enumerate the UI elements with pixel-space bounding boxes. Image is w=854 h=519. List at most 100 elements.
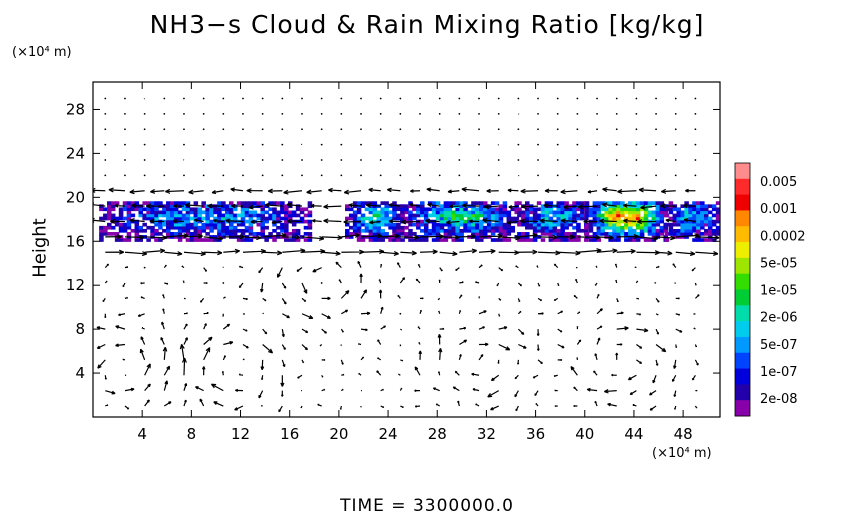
cloud-cell [193,225,199,230]
wind-vector [379,112,382,115]
wind-vector [242,174,244,177]
cloud-cell [536,228,542,233]
cloud-cell [676,213,682,218]
cloud-cell [631,216,637,221]
cloud-cell [564,201,569,205]
wind-vector [419,128,421,131]
wind-vector [437,371,441,376]
cloud-cell [110,207,116,212]
wind-vector [261,97,264,100]
wind-vector [242,97,244,100]
cloud-cell [345,232,350,236]
wind-vector [139,348,146,361]
cloud-cell [348,216,354,221]
wind-vector [262,328,268,335]
cloud-cell [138,228,144,233]
cloud-cell [564,219,569,224]
cloud-cell [521,210,526,215]
cloud-cell [240,228,246,233]
plot-frame [92,81,721,418]
cloud-cell [392,210,397,215]
cloud-cell [392,204,397,209]
wind-vector [143,159,146,161]
wind-vector [149,218,165,224]
cloud-cell [467,216,472,221]
wind-vector [517,97,520,100]
cloud-cell [181,222,187,227]
cloud-cell [482,225,488,230]
cloud-cell [352,228,358,233]
cloud-cell [600,232,606,236]
cloud-cell [146,213,151,218]
cloud-cell [388,235,393,239]
wind-vector [577,204,598,210]
wind-vector [183,251,206,257]
wind-vector [537,159,539,161]
cloud-cell [707,204,713,209]
cloud-cell [620,210,625,215]
cloud-cell [99,238,104,242]
cloud-cell [580,216,585,221]
cloud-cell [189,210,195,215]
cloud-cell [154,216,159,221]
cloud-cell [700,238,705,242]
cloud-cell [420,222,425,227]
wind-vector [556,143,559,146]
cloud-cell [471,216,476,221]
wind-vector [210,383,224,392]
cloud-cell [596,213,602,218]
wind-vector [478,143,480,146]
wind-vector [532,374,539,379]
wind-vector [360,328,368,332]
cloud-cell [643,216,649,221]
cloud-cell [552,228,558,233]
wind-vector [458,294,463,299]
wind-vector [242,112,244,115]
cloud-cell [345,228,350,233]
cloud-cell [232,228,238,233]
wind-vector [250,219,263,224]
cloud-cell [114,232,120,236]
wind-vector [242,128,244,131]
colorbar-frame [734,162,751,417]
cloud-cell [221,213,226,218]
cloud-cell [439,210,445,215]
cloud-cell [380,219,385,224]
cloud-cell [146,216,151,221]
cloud-cell [169,232,175,236]
cloud-cell [408,210,413,215]
wind-vector [478,310,487,315]
cloud-cell [103,232,108,236]
cloud-cell [680,210,685,215]
cloud-cell [684,228,689,233]
wind-vector [380,306,384,314]
wind-vector [296,267,303,272]
cloud-cell [588,225,594,230]
wind-vector [458,174,461,177]
wind-vector [183,337,188,345]
cloud-cell [396,213,401,218]
cloud-cell [576,228,581,233]
cloud-cell [490,232,496,236]
cloud-cell [256,232,262,236]
cloud-cell [150,210,155,215]
wind-vector [163,159,166,161]
cloud-cell [459,222,464,227]
cloud-cell [510,216,516,221]
cloud-cell [364,225,370,230]
cloud-cell [631,201,637,205]
cloud-cell [576,216,581,221]
cloud-cell [631,232,637,236]
cloud-cell [193,210,199,215]
cloud-cell [150,213,155,218]
wind-vector [438,159,441,161]
wind-vector [281,298,287,305]
cloud-cell [244,204,250,209]
cloud-cell [356,222,362,227]
cloud-cell [635,238,641,242]
cloud-cell [126,238,132,242]
wind-vector [419,309,422,314]
cloud-cell [110,225,116,230]
cloud-cell [584,238,589,242]
cloud-cell [490,210,496,215]
